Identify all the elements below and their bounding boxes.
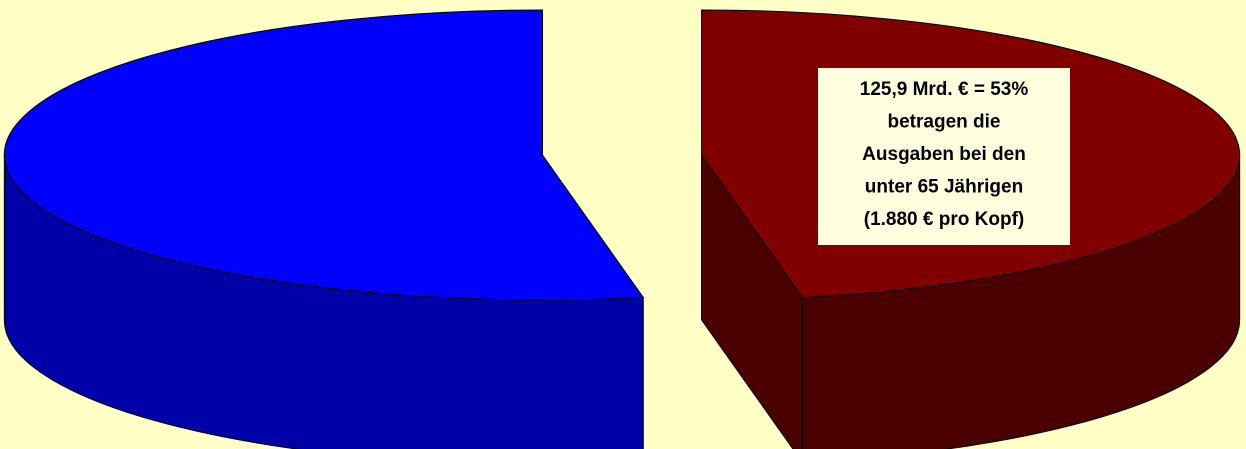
annotation: (1.880 € pro Kopf) [864,209,1024,230]
label-box [818,68,1070,245]
data-label: 125,9 Mrd. € = 53% [860,79,1029,100]
annotation: Ausgaben bei den [862,144,1026,165]
slice [3,9,645,301]
annotation: unter 65 Jährigen [865,177,1023,198]
annotation: betragen die [888,112,1001,133]
